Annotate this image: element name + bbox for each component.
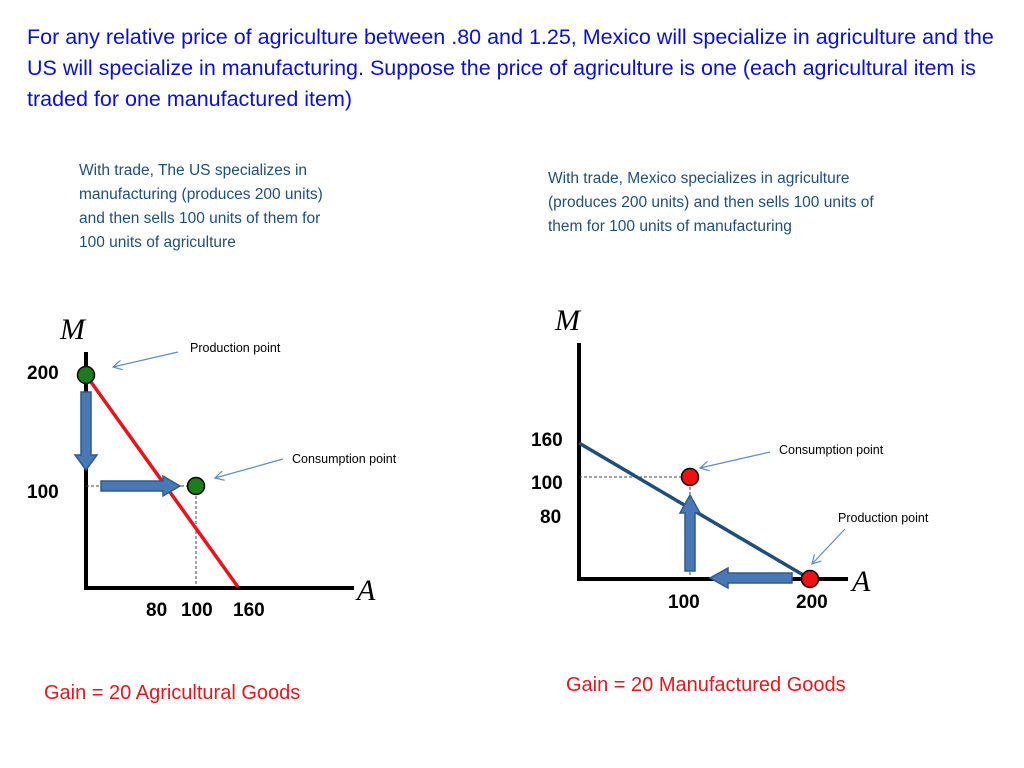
us-export-arrow [73, 391, 99, 472]
us-gain-text: Gain = 20 Agricultural Goods [44, 682, 301, 704]
mexico-production-point [800, 569, 820, 589]
us-import-arrow [100, 474, 182, 498]
mexico-y-tick-80: 80 [540, 507, 561, 528]
us-x-tick-160: 160 [233, 600, 265, 621]
us-diagram: M A 200 100 80 100 160 Production point … [27, 313, 397, 621]
us-description: With trade, The US specializes in manufa… [79, 162, 323, 251]
mexico-x-axis-letter: A [850, 565, 871, 598]
us-y-tick-200: 200 [27, 363, 59, 384]
mexico-description: With trade, Mexico specializes in agricu… [548, 170, 874, 235]
mexico-x-tick-200: 200 [796, 592, 828, 613]
us-production-point [76, 365, 96, 385]
us-y-axis-letter: M [59, 313, 87, 346]
headline: For any relative price of agriculture be… [27, 25, 994, 111]
mexico-import-arrow [678, 493, 702, 572]
mexico-consumption-callout-arrow [700, 451, 771, 468]
mexico-gain-text: Gain = 20 Manufactured Goods [566, 674, 846, 696]
mexico-consumption-point [680, 467, 700, 487]
us-consumption-label: Consumption point [292, 452, 397, 466]
mexico-export-arrow [708, 566, 793, 590]
us-x-tick-100: 100 [181, 600, 213, 621]
us-production-callout-arrow [113, 351, 179, 367]
mexico-y-tick-100: 100 [531, 473, 563, 494]
mexico-production-callout-arrow [812, 528, 846, 564]
us-consumption-callout-arrow [215, 458, 284, 478]
us-consumption-point [186, 476, 206, 496]
mexico-y-axis-letter: M [554, 304, 582, 337]
mexico-consumption-label: Consumption point [779, 443, 884, 457]
mexico-production-label: Production point [838, 511, 929, 525]
mexico-y-tick-160: 160 [531, 430, 563, 451]
us-x-axis-letter: A [355, 574, 376, 607]
mexico-diagram: M A 160 100 80 100 200 Consumption point… [531, 304, 929, 613]
us-x-tick-80: 80 [146, 600, 167, 621]
us-y-tick-100: 100 [27, 482, 59, 503]
us-production-label: Production point [190, 341, 281, 355]
mexico-x-tick-100: 100 [668, 592, 700, 613]
